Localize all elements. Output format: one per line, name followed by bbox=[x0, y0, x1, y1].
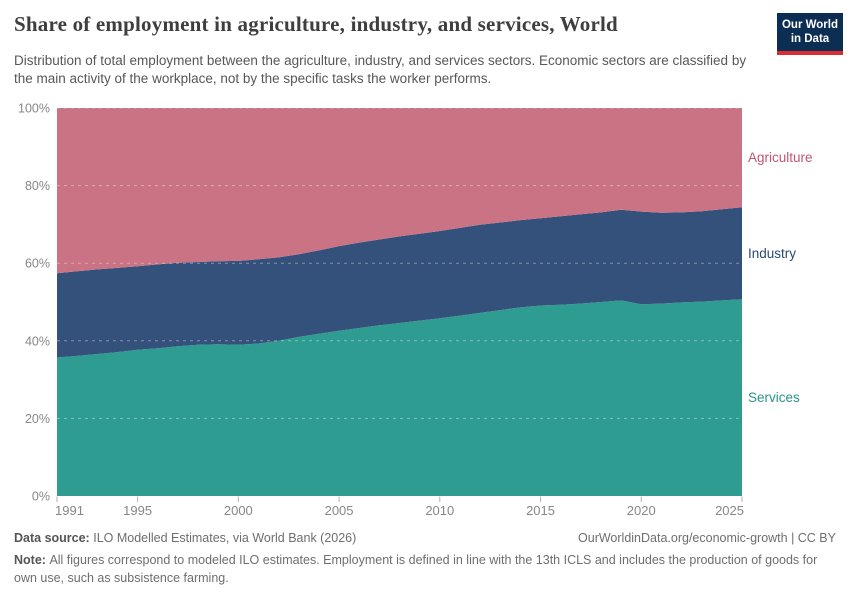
x-axis-label-1991: 1991 bbox=[55, 503, 84, 518]
owid-logo[interactable]: Our World in Data bbox=[777, 13, 843, 55]
y-axis-label-0: 0% bbox=[32, 490, 50, 504]
y-axis-label-60: 60% bbox=[25, 257, 50, 271]
chart-footer: Data source: ILO Modelled Estimates, via… bbox=[14, 531, 836, 587]
y-axis-label-40: 40% bbox=[25, 334, 50, 348]
chart-subtitle: Distribution of total employment between… bbox=[14, 53, 747, 86]
note-label: Note: bbox=[14, 553, 46, 567]
area-industry[interactable] bbox=[57, 207, 742, 358]
x-axis-label-2015: 2015 bbox=[526, 503, 555, 518]
data-source-text: Data source: ILO Modelled Estimates, via… bbox=[14, 531, 356, 545]
series-label-industry[interactable]: Industry bbox=[748, 246, 796, 261]
owid-credit-link[interactable]: OurWorldinData.org/economic-growth | CC … bbox=[578, 531, 836, 545]
x-axis-label-1995: 1995 bbox=[123, 503, 152, 518]
y-axis-label-100: 100% bbox=[18, 102, 50, 116]
chart-note: Note: All figures correspond to modeled … bbox=[14, 552, 820, 587]
x-axis-label-2010: 2010 bbox=[425, 503, 454, 518]
page-title: Share of employment in agriculture, indu… bbox=[14, 12, 618, 36]
y-axis-label-20: 20% bbox=[25, 412, 50, 426]
owid-logo-line1: Our World bbox=[781, 19, 838, 31]
x-axis-label-2005: 2005 bbox=[325, 503, 354, 518]
source-row: Data source: ILO Modelled Estimates, via… bbox=[14, 531, 836, 545]
data-source-label: Data source: bbox=[14, 531, 90, 545]
area-agriculture[interactable] bbox=[57, 108, 742, 274]
area-services[interactable] bbox=[57, 299, 742, 496]
series-label-services[interactable]: Services bbox=[748, 390, 800, 405]
x-axis-label-2000: 2000 bbox=[224, 503, 253, 518]
x-axis-label-2025: 2025 bbox=[715, 503, 744, 518]
owid-logo-line2: in Data bbox=[790, 33, 830, 46]
data-source-value: ILO Modelled Estimates, via World Bank (… bbox=[93, 531, 357, 545]
note-value: All figures correspond to modeled ILO es… bbox=[14, 553, 818, 585]
series-label-agriculture[interactable]: Agriculture bbox=[748, 150, 813, 165]
y-axis-label-80: 80% bbox=[25, 179, 50, 193]
x-axis-label-2020: 2020 bbox=[627, 503, 656, 518]
